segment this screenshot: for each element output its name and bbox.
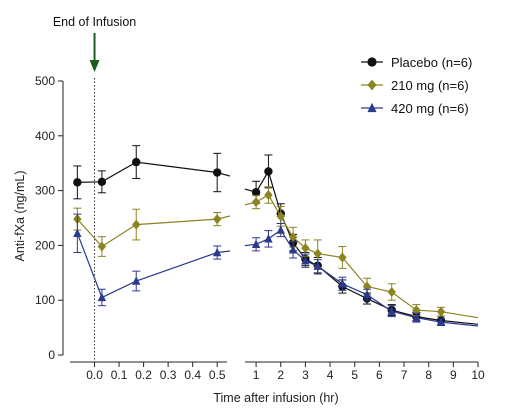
- data-point: [387, 306, 396, 315]
- data-point: [132, 219, 141, 230]
- series-layer: [73, 145, 479, 327]
- x-tick-label: 7: [401, 368, 408, 382]
- series-210: [73, 186, 479, 319]
- data-point: [436, 306, 446, 317]
- x-tick-label: 8: [425, 368, 432, 382]
- legend-entry-label: 420 mg (n=6): [391, 101, 469, 116]
- data-point: [288, 232, 298, 243]
- y-tick-label: 100: [35, 293, 55, 307]
- annotation-label: End of Infusion: [53, 15, 136, 29]
- data-point: [97, 177, 107, 187]
- x-tick-label: 10: [471, 368, 485, 382]
- data-point: [132, 157, 141, 167]
- y-tick-label: 0: [48, 348, 55, 362]
- data-point: [251, 197, 261, 208]
- data-point: [97, 292, 107, 302]
- series-line-segment-1: [76, 233, 231, 299]
- data-point: [251, 188, 261, 197]
- data-point: [367, 79, 377, 91]
- y-tick-label: 400: [35, 129, 55, 143]
- y-tick-label: 200: [35, 238, 55, 252]
- data-point: [362, 290, 372, 299]
- data-point: [212, 247, 222, 257]
- data-point: [367, 57, 377, 67]
- data-point: [251, 239, 261, 249]
- series-420: [73, 213, 479, 327]
- data-point: [73, 228, 82, 238]
- data-point: [276, 211, 285, 222]
- x-tick-label: 0.3: [160, 368, 177, 382]
- x-tick-label: 3: [302, 368, 309, 382]
- data-point: [73, 178, 82, 187]
- data-point: [264, 234, 273, 243]
- y-tick-label: 300: [35, 184, 55, 198]
- data-point: [97, 241, 107, 252]
- y-axis-label: Anti-fXa (ng/mL): [13, 170, 27, 261]
- x-tick-label: 0.5: [209, 368, 226, 382]
- x-tick-label: 9: [450, 368, 457, 382]
- y-tick-label: 500: [35, 74, 55, 88]
- data-point: [338, 279, 347, 288]
- legend-entry-label: 210 mg (n=6): [391, 78, 469, 93]
- legend-entry-label: Placebo (n=6): [391, 55, 472, 70]
- end-of-infusion-annotation: End of Infusion: [53, 15, 136, 362]
- data-point: [367, 102, 377, 113]
- x-tick-label: 4: [327, 368, 334, 382]
- x-tick-label: 6: [376, 368, 383, 382]
- data-point: [301, 243, 310, 254]
- x-tick-label: 2: [277, 368, 284, 382]
- x-tick-label: 5: [351, 368, 358, 382]
- x-axis-label: Time after infusion (hr): [213, 391, 338, 405]
- data-point: [212, 214, 222, 225]
- data-point: [412, 313, 421, 322]
- series-placebo: [73, 145, 479, 326]
- series-line-segment-2: [244, 169, 479, 325]
- series-line-segment-1: [76, 215, 231, 248]
- data-point: [412, 305, 421, 316]
- data-point: [301, 256, 310, 265]
- x-tick-label: 0.4: [184, 368, 201, 382]
- data-point: [288, 245, 298, 254]
- x-tick-label: 1: [253, 368, 260, 382]
- arrow-head: [89, 60, 100, 72]
- data-point: [387, 286, 396, 297]
- data-point: [436, 317, 446, 326]
- data-point: [313, 261, 322, 270]
- legend: Placebo (n=6) 210 mg (n=6) 420 mg (n=6): [361, 55, 472, 116]
- data-point: [264, 167, 273, 176]
- x-tick-label: 0.0: [86, 368, 103, 382]
- data-point: [212, 168, 222, 177]
- x-tick-label: 0.1: [111, 368, 128, 382]
- data-point: [338, 252, 347, 263]
- data-point: [132, 276, 141, 285]
- data-point: [276, 225, 285, 234]
- data-point: [313, 248, 322, 259]
- data-point: [264, 189, 273, 200]
- x-tick-label: 0.2: [135, 368, 152, 382]
- axes: 0 100 200 300 400 500 0.0 0.1 0.2 0.3 0.4 0.5 1 2 3 4 5 6…: [35, 74, 485, 382]
